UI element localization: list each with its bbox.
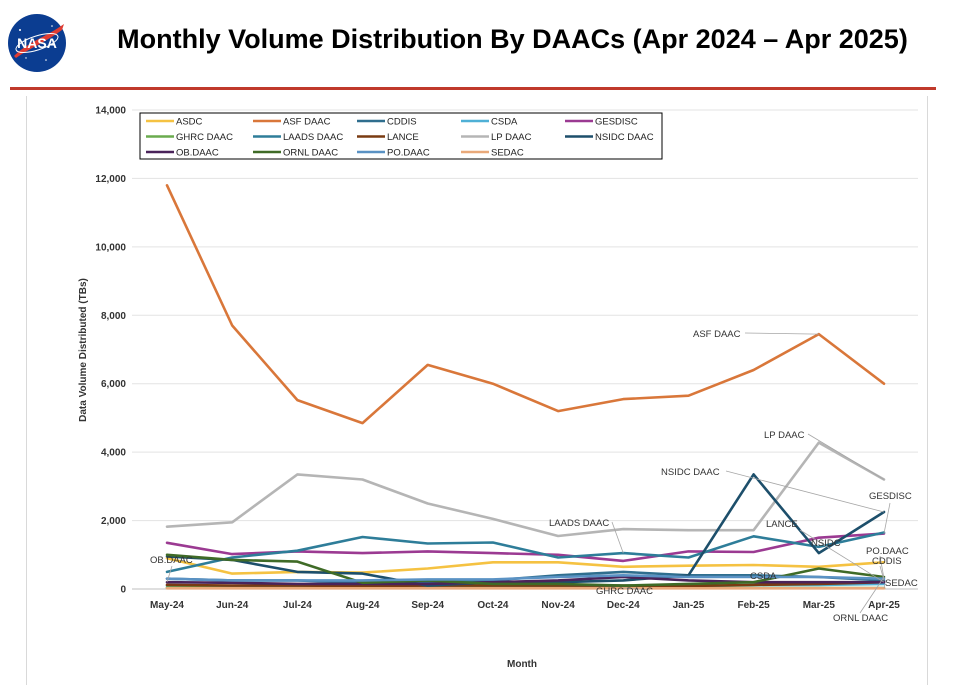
y-tick-label: 8,000 [101, 311, 126, 322]
legend: ASDC ASF DAAC CDDIS CSDA GESDISC GHRC DAAC LAA… [139, 112, 663, 160]
x-tick-label: Jun-24 [216, 600, 249, 611]
series-line-lp-daac [165, 441, 886, 538]
legend-label: ASDC [176, 117, 203, 128]
x-axis-title: Month [507, 659, 537, 670]
gridlines [132, 109, 918, 590]
x-tick-label: Nov-24 [541, 600, 575, 611]
title-divider [10, 87, 936, 90]
legend-label: GESDISC [595, 117, 638, 128]
series-line-laads-daac [165, 531, 886, 574]
callout-leader [623, 587, 651, 591]
callout-label: GESDISC [869, 491, 912, 502]
legend-label: OB.DAAC [176, 148, 219, 159]
callout-leader [883, 502, 891, 534]
callout-leader [859, 576, 885, 614]
series-line-gesdisc [165, 532, 886, 563]
x-tick-label: Apr-25 [868, 600, 900, 611]
page-title: Monthly Volume Distribution By DAACs (Ap… [117, 24, 908, 54]
x-axis-ticks: May-24 Jun-24 Jul-24 Aug-24 Sep-24 Oct-24 Nov-… [150, 600, 900, 611]
chart-frame [26, 96, 928, 685]
x-tick-label: Dec-24 [607, 600, 640, 611]
legend-label: CSDA [491, 117, 518, 128]
x-tick-label: Aug-24 [346, 600, 380, 611]
callout-label: NSIDC [811, 538, 841, 549]
y-tick-label: 14,000 [95, 106, 126, 117]
callout-label: LAADS DAAC [549, 518, 609, 529]
series-line-asdc [165, 556, 886, 575]
y-tick-label: 4,000 [101, 448, 126, 459]
legend-label: PO.DAAC [387, 148, 430, 159]
slide-header: NASA Monthly Volume Distribution By DAAC… [0, 0, 955, 90]
series-line-ornl-daac [165, 553, 886, 587]
callout-leader [725, 470, 885, 513]
legend-label: GHRC DAAC [176, 132, 233, 143]
nasa-logo-text: NASA [17, 35, 57, 51]
annotations: ASF DAAC LP DAAC NSIDC DAAC GESDISC LAADS DA… [150, 329, 918, 624]
y-tick-label: 12,000 [95, 174, 126, 185]
callout-label: PO.DAAC [866, 546, 909, 557]
legend-label: NSIDC DAAC [595, 132, 654, 143]
callout-leader [879, 555, 885, 579]
callout-leader [611, 521, 624, 554]
callout-label: SEDAC [885, 578, 918, 589]
y-tick-label: 2,000 [101, 516, 126, 527]
callout-leader [807, 433, 885, 480]
callout-label: NSIDC DAAC [661, 467, 720, 478]
callout-leader [166, 565, 173, 583]
series-line-asf-daac [165, 184, 886, 425]
y-tick-label: 6,000 [101, 379, 126, 390]
callout-label: ASF DAAC [693, 329, 741, 340]
callout-label: CDDIS [872, 556, 902, 567]
callout-label: ORNL DAAC [833, 613, 888, 624]
series-line-ob-daac [165, 575, 886, 586]
callout-label: OB.DAAC [150, 555, 193, 566]
callout-leader [744, 332, 819, 335]
series-line-lance [165, 580, 886, 588]
x-tick-label: Oct-24 [477, 600, 509, 611]
series-lines [165, 184, 886, 590]
legend-label: CDDIS [387, 117, 417, 128]
callout-label: CSDA [750, 571, 777, 582]
callout-leader [883, 583, 886, 589]
x-tick-label: Mar-25 [803, 600, 836, 611]
callout-label: LP DAAC [764, 430, 805, 441]
y-tick-label: 10,000 [95, 242, 126, 253]
callout-label: LANCE [766, 519, 798, 530]
x-tick-label: Sep-24 [411, 600, 444, 611]
x-tick-label: May-24 [150, 600, 184, 611]
callout-leader [799, 529, 885, 583]
y-tick-label: 0 [120, 585, 126, 596]
legend-label: LAADS DAAC [283, 132, 343, 143]
callout-label: GHRC DAAC [596, 586, 653, 597]
series-line-po-daac [165, 573, 886, 582]
legend-label: ASF DAAC [283, 117, 331, 128]
y-axis-title: Data Volume Distributed (TBs) [78, 278, 89, 422]
nasa-logo: NASA [8, 14, 66, 72]
legend-label: LANCE [387, 132, 419, 143]
x-tick-label: Jan-25 [673, 600, 705, 611]
legend-label: LP DAAC [491, 132, 532, 143]
x-tick-label: Jul-24 [283, 600, 312, 611]
y-axis-ticks: 0 2,000 4,000 6,000 8,000 10,000 12,000 14,000 [95, 106, 126, 596]
legend-label: ORNL DAAC [283, 148, 338, 159]
x-tick-label: Feb-25 [738, 600, 771, 611]
legend-label: SEDAC [491, 148, 524, 159]
